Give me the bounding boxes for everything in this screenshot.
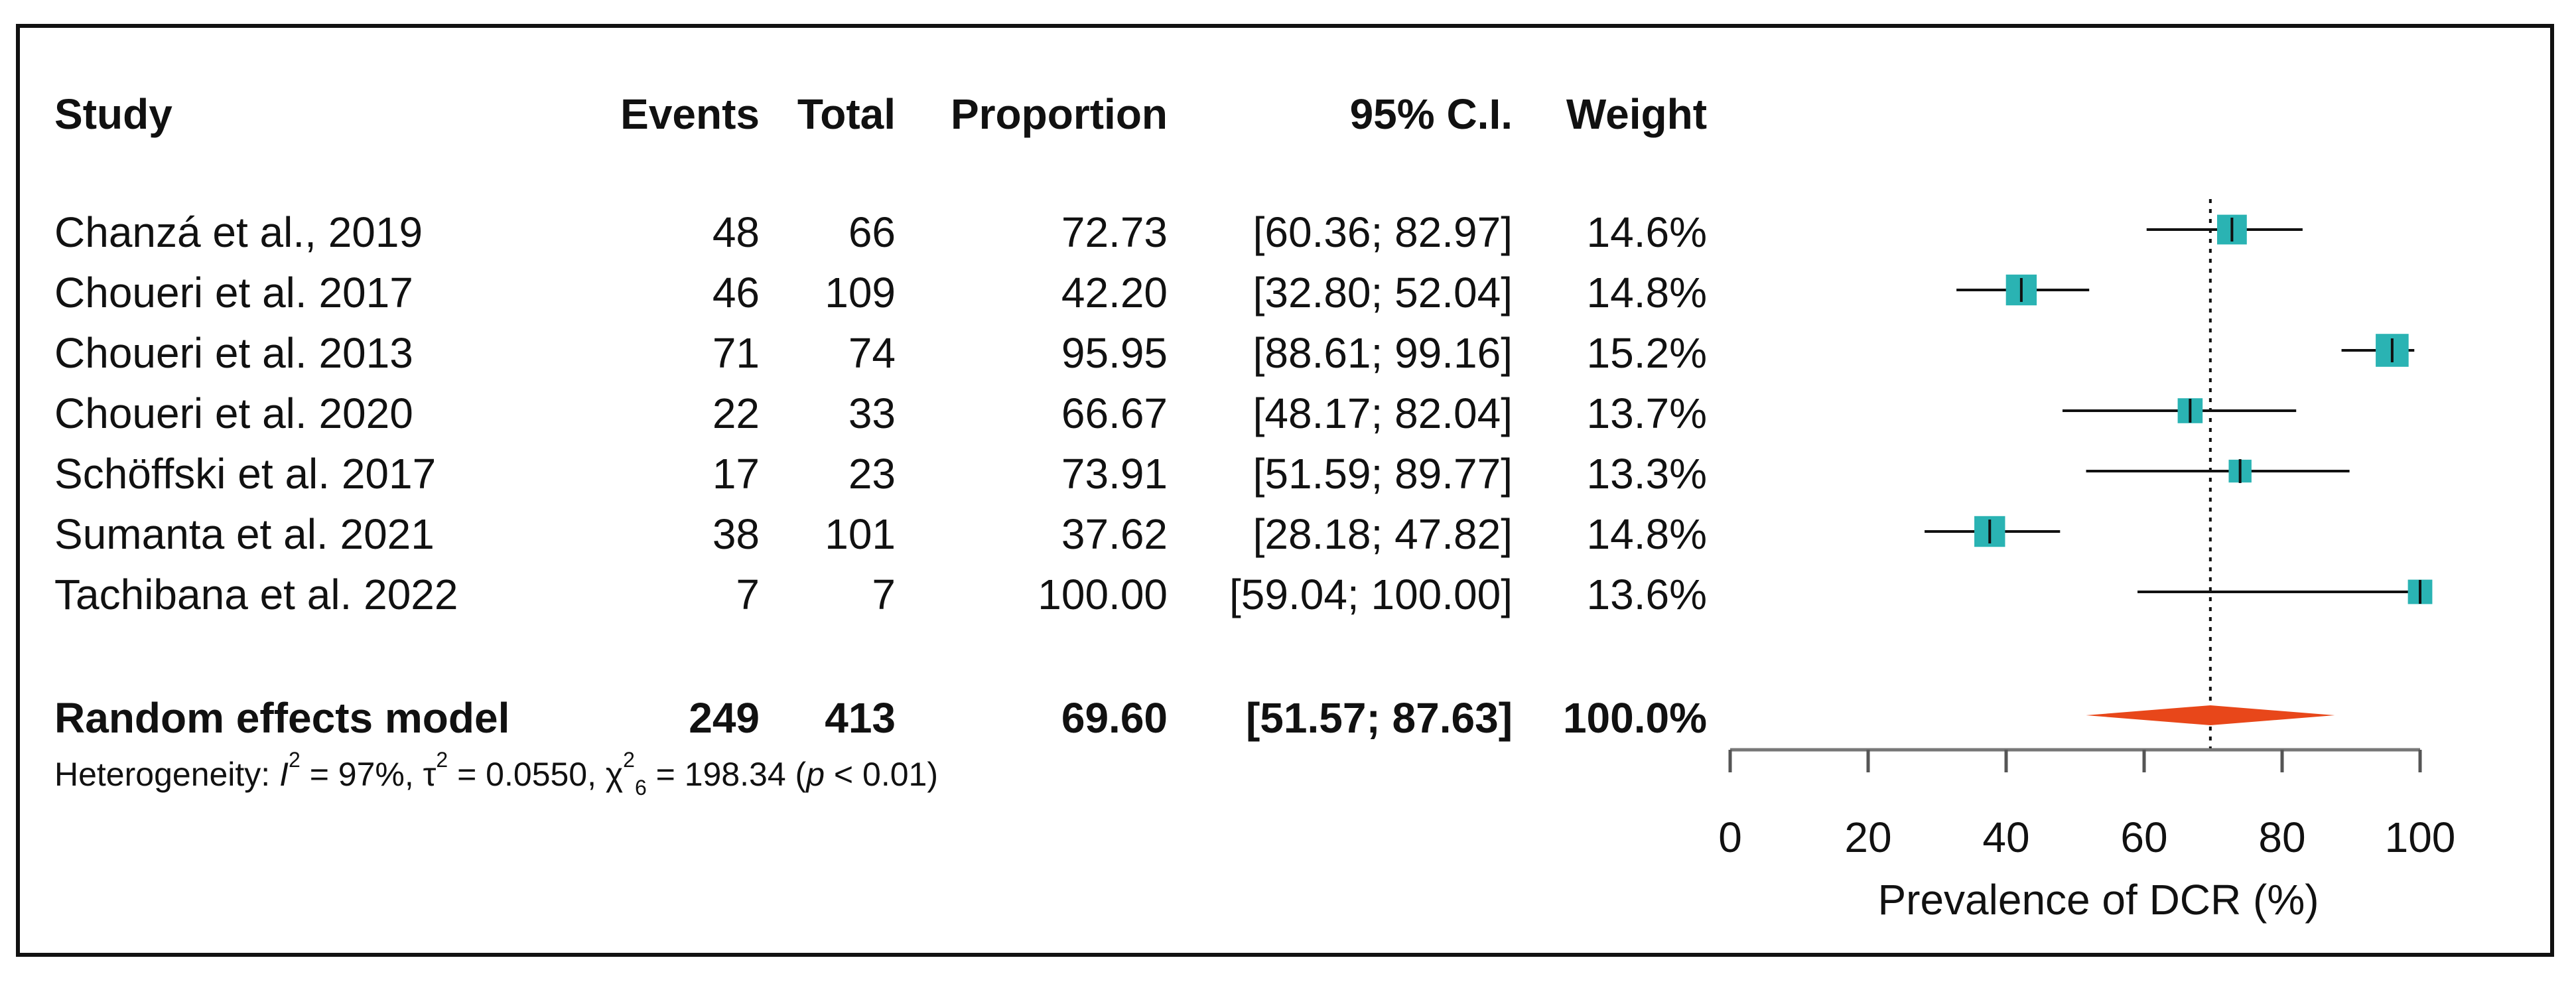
study-ci: [32.80; 52.04] <box>1253 269 1513 317</box>
x-tick-label: 100 <box>2385 813 2456 861</box>
study-weight: 13.6% <box>1586 571 1707 618</box>
study-weight: 15.2% <box>1586 329 1707 377</box>
summary-total: 413 <box>825 694 896 742</box>
summary-diamond <box>2086 705 2335 725</box>
col-header-total: Total <box>797 90 896 138</box>
study-ci: [48.17; 82.04] <box>1253 389 1513 437</box>
study-proportion: 100.00 <box>1038 571 1168 618</box>
study-events: 17 <box>712 450 760 498</box>
summary-weight: 100.0% <box>1562 694 1707 742</box>
study-name: Sumanta et al. 2021 <box>54 510 435 558</box>
study-proportion: 72.73 <box>1061 208 1168 256</box>
x-tick-label: 60 <box>2120 813 2167 861</box>
study-proportion: 37.62 <box>1061 510 1168 558</box>
study-weight: 14.6% <box>1586 208 1707 256</box>
study-total: 7 <box>872 571 896 618</box>
heterogeneity-text: Heterogeneity: I2 = 97%, τ2 = 0.0550, χ2… <box>54 748 938 800</box>
study-events: 38 <box>712 510 760 558</box>
study-name: Choueri et al. 2013 <box>54 329 413 377</box>
study-total: 74 <box>848 329 896 377</box>
col-header-weight: Weight <box>1566 90 1707 138</box>
summary-ci: [51.57; 87.63] <box>1245 694 1513 742</box>
study-proportion: 73.91 <box>1061 450 1168 498</box>
x-tick-label: 0 <box>1718 813 1742 861</box>
summary-proportion: 69.60 <box>1061 694 1168 742</box>
study-weight: 13.3% <box>1586 450 1707 498</box>
study-events: 48 <box>712 208 760 256</box>
study-events: 22 <box>712 389 760 437</box>
col-header-ci: 95% C.I. <box>1349 90 1513 138</box>
study-name: Choueri et al. 2020 <box>54 389 413 437</box>
study-total: 109 <box>825 269 896 317</box>
col-header-events: Events <box>620 90 760 138</box>
study-ci: [51.59; 89.77] <box>1253 450 1513 498</box>
col-header-study: Study <box>54 90 172 138</box>
study-name: Chanzá et al., 2019 <box>54 208 423 256</box>
x-tick-label: 80 <box>2258 813 2305 861</box>
col-header-proportion: Proportion <box>950 90 1168 138</box>
study-name: Choueri et al. 2017 <box>54 269 413 317</box>
study-ci: [88.61; 99.16] <box>1253 329 1513 377</box>
study-weight: 14.8% <box>1586 510 1707 558</box>
study-name: Tachibana et al. 2022 <box>54 571 458 618</box>
study-total: 66 <box>848 208 896 256</box>
study-proportion: 42.20 <box>1061 269 1168 317</box>
figure-frame <box>16 24 2554 957</box>
summary-events: 249 <box>689 694 760 742</box>
study-total: 33 <box>848 389 896 437</box>
study-ci: [28.18; 47.82] <box>1253 510 1513 558</box>
study-weight: 14.8% <box>1586 269 1707 317</box>
study-name: Schöffski et al. 2017 <box>54 450 437 498</box>
study-ci: [60.36; 82.97] <box>1253 208 1513 256</box>
x-tick-label: 40 <box>1982 813 2029 861</box>
study-weight: 13.7% <box>1586 389 1707 437</box>
study-proportion: 66.67 <box>1061 389 1168 437</box>
study-total: 101 <box>825 510 896 558</box>
x-tick-label: 20 <box>1844 813 1891 861</box>
study-total: 23 <box>848 450 896 498</box>
summary-name: Random effects model <box>54 694 510 742</box>
x-axis-label: Prevalence of DCR (%) <box>1877 876 2319 924</box>
study-proportion: 95.95 <box>1061 329 1168 377</box>
study-events: 7 <box>736 571 760 618</box>
study-events: 46 <box>712 269 760 317</box>
study-ci: [59.04; 100.00] <box>1229 571 1513 618</box>
study-events: 71 <box>712 329 760 377</box>
